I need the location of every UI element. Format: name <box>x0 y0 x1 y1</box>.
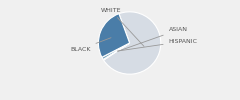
Wedge shape <box>103 12 161 74</box>
Wedge shape <box>102 43 130 60</box>
Wedge shape <box>103 43 130 60</box>
Text: WHITE: WHITE <box>100 8 144 46</box>
Wedge shape <box>98 14 130 57</box>
Text: ASIAN: ASIAN <box>118 27 188 51</box>
Text: HISPANIC: HISPANIC <box>117 39 198 51</box>
Legend: 71.3%, 27.0%, 1.3%, 0.4%: 71.3%, 27.0%, 1.3%, 0.4% <box>70 99 189 100</box>
Text: BLACK: BLACK <box>70 38 111 52</box>
